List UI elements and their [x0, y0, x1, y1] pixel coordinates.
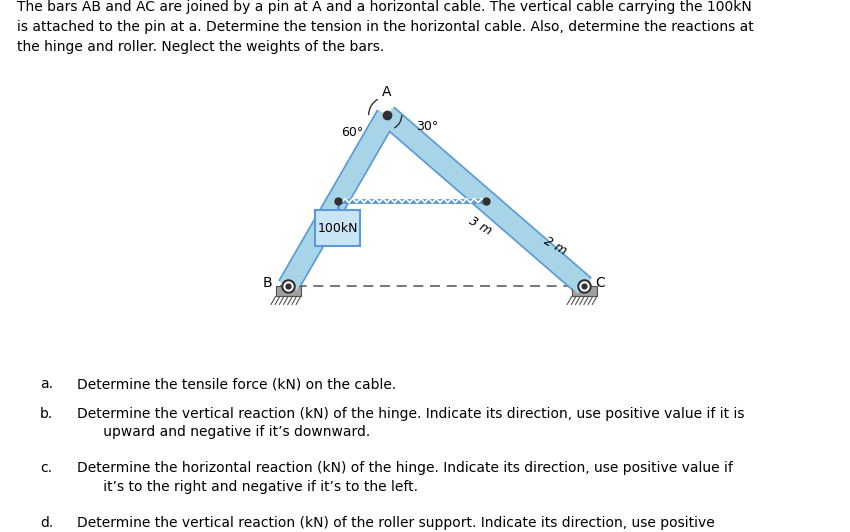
Text: c.: c. — [40, 461, 52, 475]
Text: b.: b. — [40, 407, 54, 421]
Text: Determine the horizontal reaction (kN) of the hinge. Indicate its direction, use: Determine the horizontal reaction (kN) o… — [77, 461, 734, 494]
Text: 100kN: 100kN — [317, 221, 358, 235]
Text: B: B — [263, 276, 272, 290]
Text: A: A — [382, 85, 392, 99]
Bar — [275, 286, 301, 296]
Text: 3 m: 3 m — [466, 214, 494, 237]
Text: Determine the tensile force (kN) on the cable.: Determine the tensile force (kN) on the … — [77, 377, 397, 391]
Text: a.: a. — [40, 377, 53, 391]
Bar — [572, 286, 597, 296]
Text: 30°: 30° — [416, 120, 439, 133]
Text: The bars AB and AC are joined by a pin at A and a horizontal cable. The vertical: The bars AB and AC are joined by a pin a… — [17, 0, 754, 54]
Text: Determine the vertical reaction (kN) of the roller support. Indicate its directi: Determine the vertical reaction (kN) of … — [77, 516, 715, 532]
Text: d.: d. — [40, 516, 54, 530]
Text: C: C — [596, 276, 605, 290]
Text: 2 m: 2 m — [541, 234, 570, 257]
Text: Determine the vertical reaction (kN) of the hinge. Indicate its direction, use p: Determine the vertical reaction (kN) of … — [77, 407, 745, 439]
Text: 60°: 60° — [342, 126, 364, 139]
FancyBboxPatch shape — [314, 210, 360, 246]
